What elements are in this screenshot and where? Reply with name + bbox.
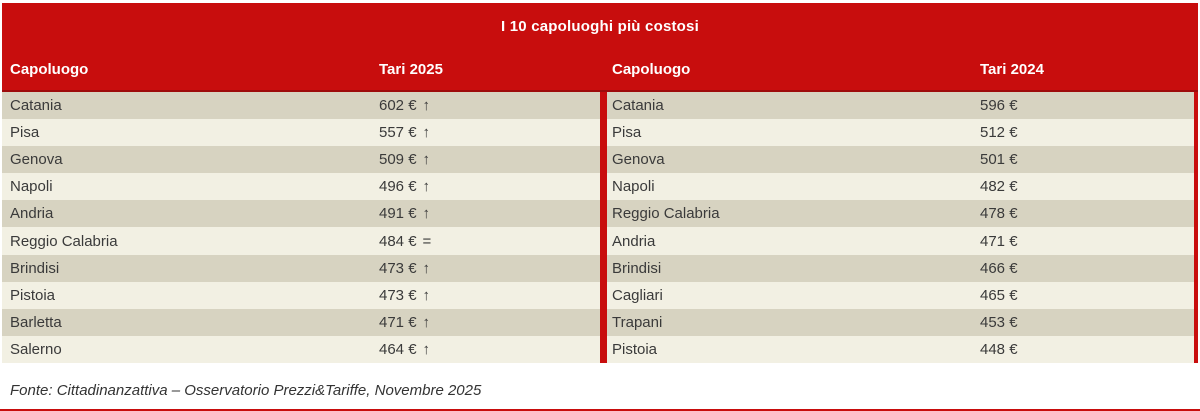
right-city: Pisa [612, 124, 642, 142]
right-value: 512 € [980, 124, 1018, 142]
right-city: Reggio Calabria [612, 205, 720, 223]
table-header: I 10 capoluoghi più costosi Capoluogo Ta… [2, 3, 1198, 92]
right-value: 482 € [980, 178, 1018, 196]
left-value: 509 € ↑ [379, 146, 430, 173]
right-city: Catania [612, 97, 664, 115]
header-tari-2025: Tari 2025 [379, 61, 443, 78]
right-value: 596 € [980, 97, 1018, 115]
left-city: Genova [10, 151, 63, 169]
right-city: Brindisi [612, 259, 662, 277]
trend-up-icon: ↑ [422, 205, 431, 223]
trend-up-icon: ↑ [422, 259, 431, 277]
trend-up-icon: ↑ [422, 340, 431, 358]
left-value: 557 € ↑ [379, 119, 430, 146]
left-city: Reggio Calabria [10, 232, 118, 250]
left-value-amount: 473 € [379, 286, 417, 304]
tari-comparison-table: I 10 capoluoghi più costosi Capoluogo Ta… [2, 3, 1198, 363]
right-city: Andria [612, 232, 656, 250]
right-value: 471 € [980, 232, 1018, 250]
trend-up-icon: ↑ [422, 97, 431, 115]
left-value-amount: 491 € [379, 205, 417, 223]
left-value: 491 € ↑ [379, 200, 430, 227]
right-city: Trapani [612, 313, 663, 331]
left-value: 471 € ↑ [379, 309, 430, 336]
trend-equal-icon: = [422, 232, 432, 250]
table-middle-divider [600, 92, 607, 363]
left-value-amount: 602 € [379, 97, 417, 115]
left-value-amount: 471 € [379, 313, 417, 331]
right-city: Pistoia [612, 340, 658, 358]
left-city: Pisa [10, 124, 40, 142]
trend-up-icon: ↑ [422, 124, 431, 142]
left-city: Napoli [10, 178, 53, 196]
right-value: 448 € [980, 340, 1018, 358]
left-value: 473 € ↑ [379, 282, 430, 309]
right-value: 501 € [980, 151, 1018, 169]
table-body: Catania 602 € ↑ Catania 596 € Pisa 557 € ↑… [2, 92, 1198, 363]
source-note: Fonte: Cittadinanzattiva – Osservatorio … [10, 382, 482, 399]
header-tari-2024: Tari 2024 [980, 61, 1044, 78]
left-value-amount: 473 € [379, 259, 417, 277]
table-right-border [1194, 92, 1198, 363]
header-capoluogo-right: Capoluogo [612, 61, 691, 78]
left-value-amount: 464 € [379, 340, 417, 358]
right-city: Napoli [612, 178, 655, 196]
trend-up-icon: ↑ [422, 178, 431, 196]
left-value: 602 € ↑ [379, 92, 430, 119]
right-city: Genova [612, 151, 665, 169]
trend-up-icon: ↑ [422, 313, 431, 331]
left-value: 473 € ↑ [379, 255, 430, 282]
left-value: 496 € ↑ [379, 173, 430, 200]
left-city: Barletta [10, 313, 62, 331]
left-city: Andria [10, 205, 54, 223]
left-value-amount: 496 € [379, 178, 417, 196]
right-value: 453 € [980, 313, 1018, 331]
right-value: 465 € [980, 286, 1018, 304]
left-value-amount: 509 € [379, 151, 417, 169]
left-city: Brindisi [10, 259, 60, 277]
left-value-amount: 557 € [379, 124, 417, 142]
right-value: 466 € [980, 259, 1018, 277]
left-city: Pistoia [10, 286, 56, 304]
right-city: Cagliari [612, 286, 663, 304]
left-value: 484 € = [379, 227, 431, 254]
right-value: 478 € [980, 205, 1018, 223]
left-value: 464 € ↑ [379, 336, 430, 363]
left-city: Salerno [10, 340, 62, 358]
trend-up-icon: ↑ [422, 151, 431, 169]
trend-up-icon: ↑ [422, 286, 431, 304]
bottom-red-rule [0, 409, 1200, 411]
header-capoluogo-left: Capoluogo [10, 61, 89, 78]
left-value-amount: 484 € [379, 232, 417, 250]
column-headers: Capoluogo Tari 2025 Capoluogo Tari 2024 [2, 49, 1198, 90]
table-title: I 10 capoluoghi più costosi [501, 17, 699, 35]
left-city: Catania [10, 97, 62, 115]
